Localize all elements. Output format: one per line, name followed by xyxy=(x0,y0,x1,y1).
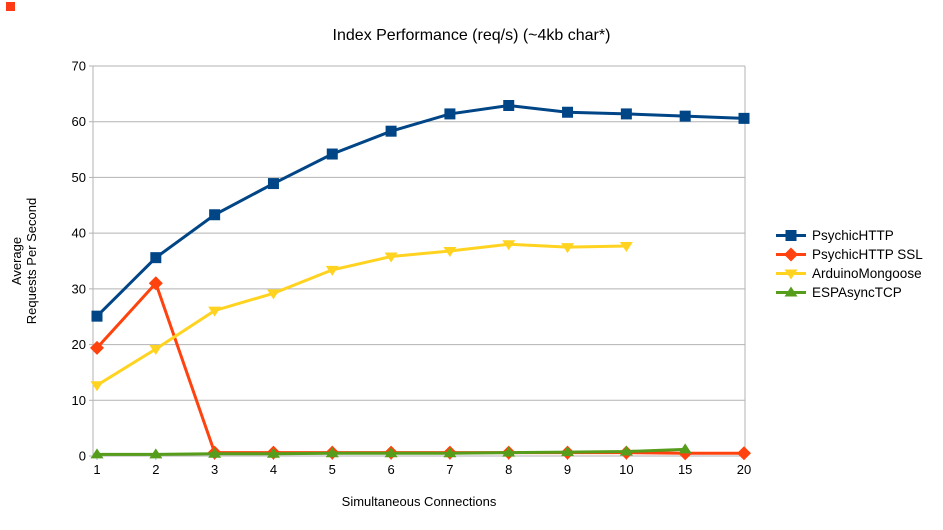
triangle-up-marker xyxy=(443,447,457,458)
legend-label: PsychicHTTP xyxy=(812,228,894,243)
legend-item: PsychicHTTP SSL xyxy=(776,247,923,262)
diamond-marker xyxy=(90,340,104,355)
triangle-down-marker xyxy=(266,289,280,300)
x-tick-label: 7 xyxy=(446,462,453,477)
axis-tick-labels: 0 10 20 30 40 50 60 70 1 2 3 4 5 6 7 8 9 10 15 20 xyxy=(72,59,752,478)
x-tick-label: 5 xyxy=(329,462,336,477)
square-marker xyxy=(267,178,279,190)
square-marker xyxy=(326,148,338,160)
triangle-up-marker xyxy=(325,447,339,458)
square-marker xyxy=(679,110,691,122)
triangle-down-marker xyxy=(561,243,575,254)
x-tick-label: 8 xyxy=(505,462,512,477)
square-marker xyxy=(209,209,221,221)
x-axis-title: Simultaneous Connections xyxy=(341,494,497,509)
legend-label: ArduinoMongoose xyxy=(812,266,922,281)
triangle-up-marker xyxy=(266,447,280,458)
square-marker xyxy=(150,252,162,264)
series-espasynctcp xyxy=(90,443,692,459)
x-tick-label: 3 xyxy=(211,462,218,477)
legend-label: ESPAsyncTCP xyxy=(812,285,902,300)
series-psychichttp-ssl xyxy=(90,276,751,461)
diamond-marker xyxy=(784,247,798,262)
triangle-up-marker xyxy=(678,443,692,454)
legend: PsychicHTTP PsychicHTTP SSL ArduinoMongoos… xyxy=(776,228,923,300)
square-marker xyxy=(385,125,397,137)
y-axis-title-line1: Average xyxy=(9,236,24,286)
y-tick-label: 0 xyxy=(79,449,86,464)
legend-item: ArduinoMongoose xyxy=(776,266,922,281)
triangle-up-marker xyxy=(208,447,222,458)
x-tick-label: 6 xyxy=(387,462,394,477)
x-tick-label: 15 xyxy=(678,462,692,477)
series-line xyxy=(95,104,745,318)
square-marker xyxy=(620,108,632,120)
triangle-down-marker xyxy=(784,269,798,280)
y-tick-label: 10 xyxy=(72,393,86,408)
y-axis-title: Average Requests Per Second xyxy=(9,191,39,331)
y-axis-title-line2: Requests Per Second xyxy=(24,197,39,325)
triangle-up-marker xyxy=(90,448,104,459)
square-marker xyxy=(738,112,750,124)
triangle-down-marker xyxy=(384,252,398,263)
series-arduinomongoose xyxy=(90,240,633,392)
triangle-up-marker xyxy=(561,446,575,457)
series-line xyxy=(95,280,744,455)
diamond-marker xyxy=(737,446,751,461)
red-corner-marker xyxy=(6,2,15,11)
square-marker xyxy=(444,108,456,120)
series-psychichttp xyxy=(91,100,750,322)
square-marker xyxy=(562,106,574,118)
triangle-up-marker xyxy=(619,445,633,456)
y-tick-label: 30 xyxy=(72,281,86,296)
triangle-down-marker xyxy=(443,246,457,257)
triangle-down-marker xyxy=(90,381,104,392)
x-tick-label: 9 xyxy=(564,462,571,477)
x-tick-label: 2 xyxy=(152,462,159,477)
triangle-down-marker xyxy=(325,265,339,276)
y-tick-label: 40 xyxy=(72,226,86,241)
legend-item: PsychicHTTP xyxy=(776,228,894,243)
series-line xyxy=(96,242,627,387)
square-marker xyxy=(503,100,515,112)
x-tick-label: 4 xyxy=(270,462,277,477)
legend-item: ESPAsyncTCP xyxy=(776,285,902,300)
triangle-down-marker xyxy=(619,241,633,252)
triangle-up-marker xyxy=(384,447,398,458)
triangle-down-marker xyxy=(149,345,163,356)
y-tick-label: 70 xyxy=(72,59,86,74)
x-tick-label: 10 xyxy=(619,462,633,477)
triangle-up-marker xyxy=(784,286,798,297)
y-tick-label: 20 xyxy=(72,337,86,352)
y-tick-label: 50 xyxy=(72,170,86,185)
chart-title: Index Performance (req/s) (~4kb char*) xyxy=(332,27,611,44)
triangle-up-marker xyxy=(149,448,163,459)
square-marker xyxy=(91,310,103,322)
y-tick-label: 60 xyxy=(72,114,86,129)
triangle-down-marker xyxy=(208,306,222,317)
triangle-down-marker xyxy=(502,240,516,251)
x-tick-label: 20 xyxy=(737,462,751,477)
diamond-marker xyxy=(148,276,163,291)
square-marker xyxy=(785,230,797,241)
x-tick-label: 1 xyxy=(93,462,100,477)
legend-label: PsychicHTTP SSL xyxy=(812,247,923,262)
triangle-up-marker xyxy=(502,446,516,457)
